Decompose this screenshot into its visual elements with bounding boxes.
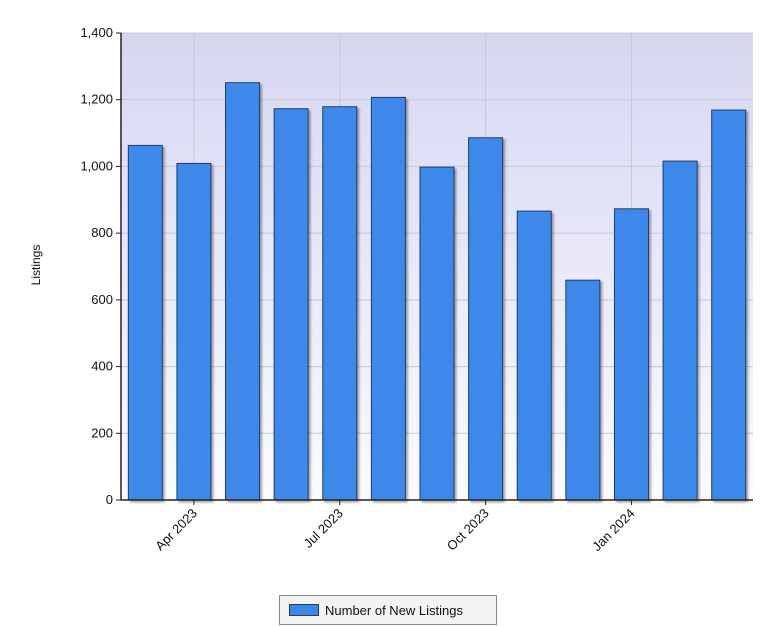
y-tick-label: 600	[91, 292, 113, 307]
bars	[127, 82, 747, 501]
x-tick-label: Oct 2023	[444, 506, 492, 554]
bar	[225, 82, 261, 501]
bar	[273, 108, 309, 501]
y-tick-label: 0	[106, 492, 113, 507]
x-tick-label: Apr 2023	[152, 506, 200, 554]
y-tick-label: 400	[91, 359, 113, 374]
legend-label: Number of New Listings	[325, 602, 463, 618]
y-tick-label: 800	[91, 225, 113, 240]
axes	[116, 32, 753, 505]
bar	[516, 210, 552, 501]
x-tick-label: Jan 2024	[589, 506, 637, 554]
bar	[370, 96, 406, 501]
bar	[662, 160, 698, 501]
bar	[565, 279, 601, 501]
bar	[176, 162, 212, 501]
y-tick-labels: 0 200 400 600 800 1,000 1,200 1,400	[80, 25, 113, 507]
x-tick-labels: Apr 2023 Jul 2023 Oct 2023 Jan 2024	[152, 506, 637, 554]
bar	[322, 106, 358, 501]
bar	[711, 109, 747, 501]
bar	[468, 137, 504, 501]
legend-swatch	[289, 604, 319, 616]
bar	[419, 166, 455, 501]
y-tick-label: 200	[91, 425, 113, 440]
legend: Number of New Listings	[279, 595, 497, 625]
x-tick-label: Jul 2023	[301, 506, 346, 551]
bar	[127, 144, 163, 501]
y-tick-label: 1,000	[80, 158, 113, 173]
bar	[613, 208, 649, 501]
y-tick-label: 1,400	[80, 25, 113, 40]
y-tick-label: 1,200	[80, 92, 113, 107]
y-axis-title: Listings	[29, 245, 43, 286]
